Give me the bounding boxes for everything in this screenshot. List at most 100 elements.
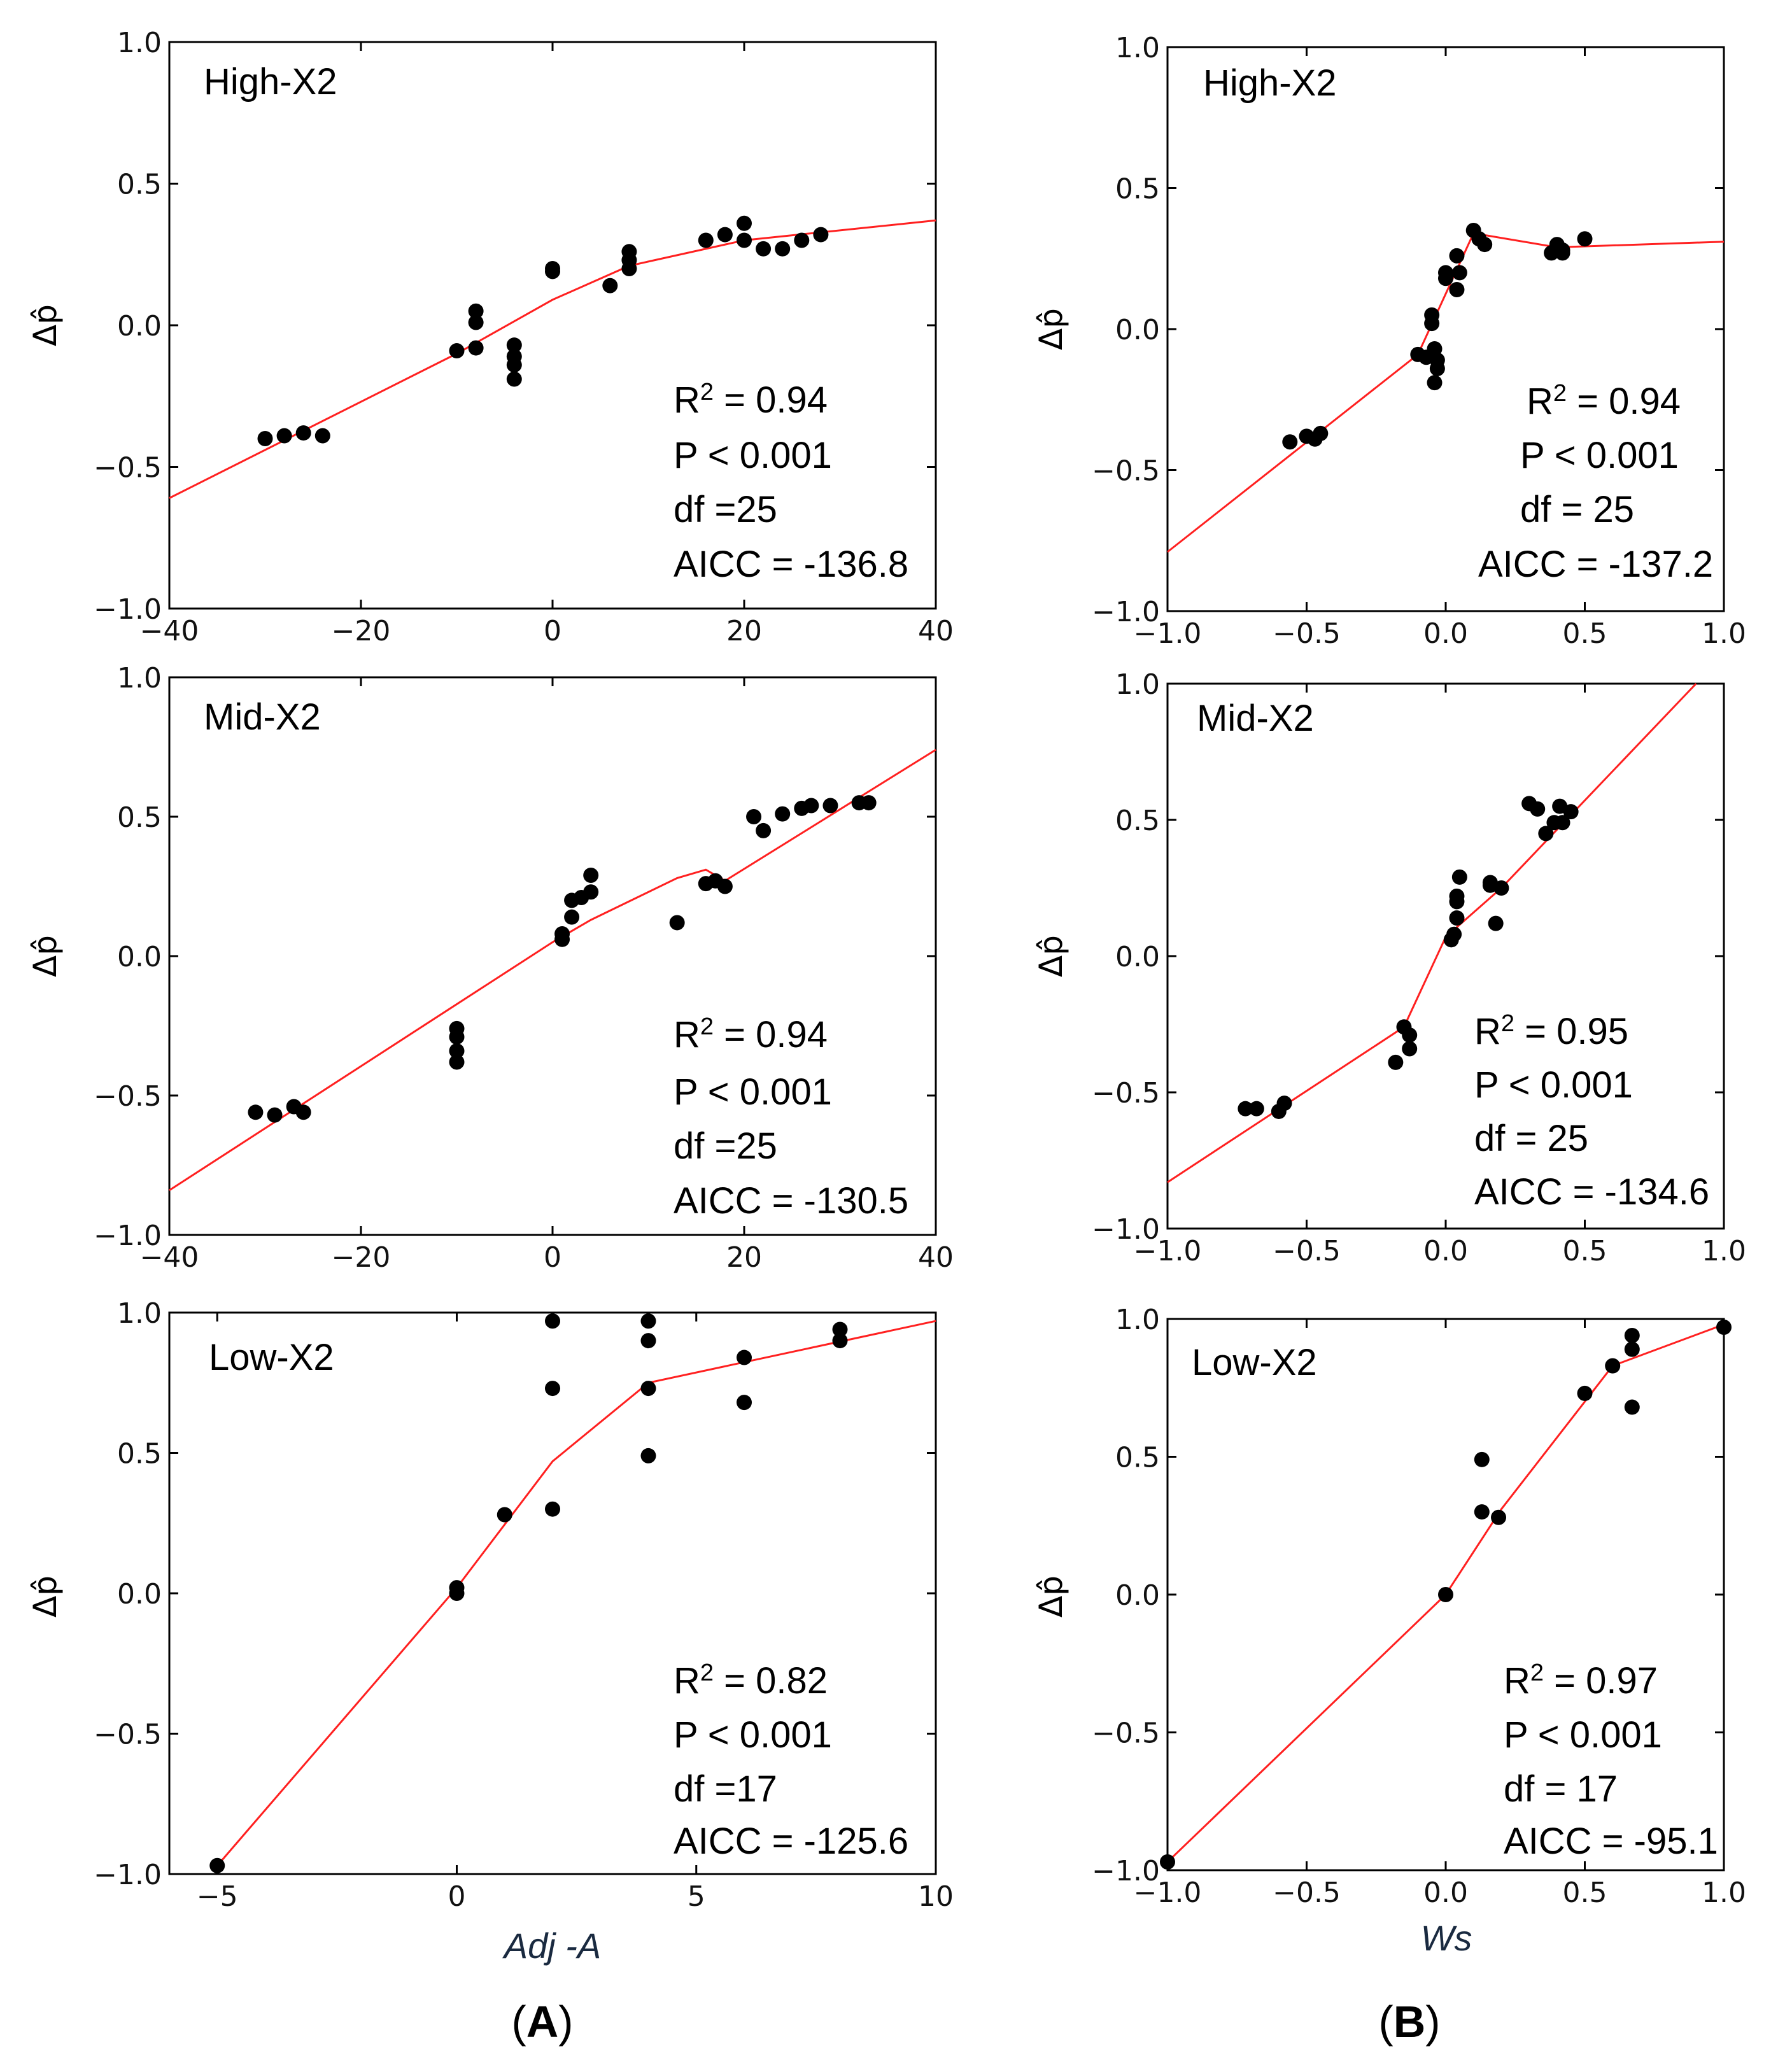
data-point [449,1054,465,1070]
y-tick-label: 0.5 [1115,1442,1160,1474]
x-tick-label: 20 [726,615,762,647]
data-point [1402,1027,1418,1043]
x-tick-label: 0 [544,1241,561,1274]
data-point [583,884,599,900]
y-axis-label: Δp̂ [27,1575,64,1617]
y-tick-label: −1.0 [94,1859,162,1891]
y-tick-label: −0.5 [1092,455,1160,488]
data-point [1563,804,1579,820]
x-tick-label: 40 [918,1241,954,1274]
data-point [717,878,733,894]
y-axis-label: Δp̂ [27,935,64,977]
fit-line [169,219,936,499]
fit-line [1166,1323,1725,1863]
x-tick-label: 0 [544,615,561,647]
x-tick-label: −0.5 [1273,1877,1341,1909]
data-point [583,867,599,883]
y-tick-label: 0.5 [117,1438,162,1470]
y-tick-label: 0.5 [1115,173,1160,206]
y-tick-label: 0.0 [117,310,162,342]
panel-title: Low-X2 [209,1337,334,1378]
x-tick-label: −1.0 [1134,1877,1202,1909]
data-point [1474,1451,1490,1467]
x-tick-label: −5 [197,1880,238,1913]
data-point [1427,375,1443,391]
data-point [1313,425,1329,441]
axis-ticks: −40 −20 0 20 40 −1.0 −0.5 0.0 0.5 1.0 [94,662,954,1274]
data-point [1449,910,1465,926]
data-point [1438,1587,1453,1602]
data-point [737,232,752,248]
data-point [1716,1319,1732,1335]
data-point [276,428,292,444]
x-tick-label: 0.0 [1423,1235,1468,1267]
data-point [1446,926,1462,942]
x-tick-label: −40 [140,615,199,647]
x-axis-label: Adj -A [502,1926,602,1966]
axis-ticks: −1.0 −0.5 0.0 0.5 1.0 −1.0 −0.5 0.0 0.5 1.0 [1092,1304,1746,1909]
y-tick-label: 0.5 [117,169,162,201]
data-point [209,1857,225,1873]
fit-line [169,749,936,1192]
data-point [1451,265,1467,281]
y-tick-label: 0.5 [1115,805,1160,837]
x-tick-label: −0.5 [1273,1235,1341,1267]
y-tick-label: −1.0 [1092,596,1160,628]
data-point [1424,316,1440,332]
df-text: df =25 [674,489,777,530]
axis-ticks: −5 0 5 10 −1.0 −0.5 0.0 0.5 1.0 [94,1297,954,1913]
data-point [1238,1101,1253,1117]
p-value-text: P < 0.001 [674,435,832,476]
data-point [621,261,637,276]
data-point [756,241,772,257]
x-tick-label: −0.5 [1273,617,1341,650]
data-point [1276,1096,1292,1111]
data-point [1402,1041,1418,1057]
df-text: df =25 [674,1125,777,1167]
data-point [1160,1854,1175,1870]
data-point [737,1350,752,1365]
x-tick-label: 0.0 [1423,1877,1468,1909]
data-point [813,227,829,243]
data-point [1491,1509,1507,1525]
x-tick-label: −1.0 [1134,617,1202,650]
data-point [803,798,819,814]
r-squared-text: R2 = 0.94 [1527,380,1681,422]
aicc-text: AICC = -95.1 [1504,1821,1718,1862]
y-axis-label: Δp̂ [1033,1575,1069,1617]
data-point [506,371,522,387]
y-tick-label: 0.0 [117,941,162,973]
y-tick-label: 0.0 [117,1578,162,1610]
r-squared-text: R2 = 0.95 [1474,1010,1628,1052]
y-tick-label: 1.0 [1115,668,1160,701]
stats-block: R2 = 0.94 P < 0.001 df = 25 AICC = -137.… [1478,380,1713,585]
x-axis-label: Ws [1421,1918,1472,1958]
data-point [1577,231,1593,247]
data-point [861,795,877,811]
data-point [554,926,570,941]
y-axis-label: Δp̂ [1033,935,1069,977]
data-point [1449,248,1465,264]
panel-title: High-X2 [1203,62,1337,104]
x-tick-label: 0.0 [1423,617,1468,650]
data-point [1429,361,1445,377]
p-value-text: P < 0.001 [1520,435,1679,476]
panel-title: Low-X2 [1192,1342,1317,1383]
data-point [1530,801,1546,817]
y-tick-label: 1.0 [117,27,162,59]
data-point [669,915,685,931]
data-point [1449,281,1465,297]
plot-frame [168,676,937,1236]
x-tick-label: 20 [726,1241,762,1274]
axis-ticks: −1.0 −0.5 0.0 0.5 1.0 −1.0 −0.5 0.0 0.5 1.0 [1092,668,1746,1267]
caption-a: (A) [511,1997,573,2047]
r-squared-text: R2 = 0.82 [674,1660,828,1702]
data-point [775,241,791,257]
data-point [832,1333,848,1349]
plot-frame [168,1311,937,1875]
x-tick-label: −20 [332,615,391,647]
x-tick-label: 0.5 [1563,1877,1607,1909]
data-point [449,1043,465,1059]
y-tick-label: −1.0 [1092,1213,1160,1246]
data-point [545,1501,560,1517]
